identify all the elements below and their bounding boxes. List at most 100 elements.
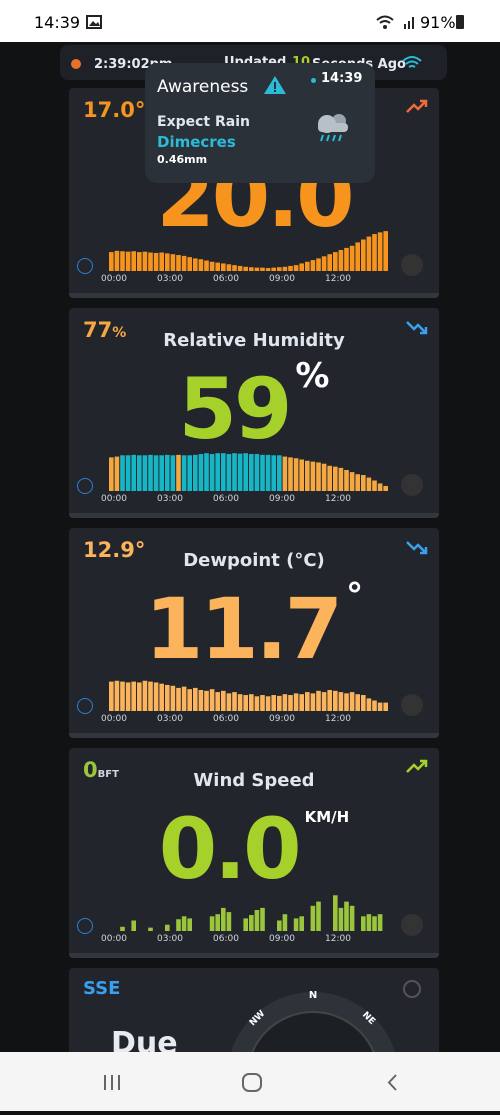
info-button[interactable] bbox=[77, 918, 93, 934]
x-label: 03:00 bbox=[157, 274, 183, 284]
x-label: 00:00 bbox=[101, 714, 127, 724]
value: 59 bbox=[178, 360, 293, 458]
bar bbox=[221, 907, 226, 931]
trend-arrow bbox=[406, 99, 428, 113]
bar bbox=[377, 702, 383, 711]
unit: % bbox=[112, 325, 127, 341]
bar bbox=[137, 682, 142, 711]
bar bbox=[181, 916, 187, 931]
bar bbox=[165, 253, 170, 271]
bar bbox=[316, 690, 321, 711]
bar bbox=[288, 695, 293, 711]
bar bbox=[310, 461, 316, 491]
bar bbox=[204, 690, 209, 711]
bar bbox=[243, 695, 248, 711]
bar bbox=[321, 692, 327, 711]
nav-bar bbox=[0, 1052, 500, 1111]
info-button[interactable] bbox=[77, 478, 93, 494]
bar bbox=[193, 258, 198, 271]
bar bbox=[282, 914, 288, 931]
bar bbox=[327, 690, 332, 711]
nav-icons bbox=[104, 1073, 397, 1092]
unit: % bbox=[295, 356, 330, 396]
bar bbox=[221, 690, 226, 711]
bar bbox=[176, 919, 181, 931]
bar bbox=[114, 680, 120, 711]
alert-popup[interactable]: Awareness 14:39 Expect Rain Dimecres 0.4… bbox=[145, 63, 375, 183]
bar bbox=[349, 692, 355, 711]
bar bbox=[148, 927, 153, 931]
trend-icon bbox=[406, 99, 428, 113]
x-label: 09:00 bbox=[269, 934, 295, 944]
bar bbox=[181, 455, 187, 491]
bar bbox=[338, 907, 344, 931]
bar bbox=[148, 454, 153, 491]
bar bbox=[299, 263, 304, 271]
card-title: Dewpoint (°C) bbox=[183, 550, 325, 571]
bar bbox=[232, 692, 237, 711]
info-button[interactable] bbox=[77, 258, 93, 274]
bar bbox=[333, 252, 338, 271]
bar bbox=[372, 916, 377, 931]
bar bbox=[226, 912, 232, 931]
toggle[interactable] bbox=[403, 980, 421, 998]
bar bbox=[361, 695, 366, 711]
bar bbox=[181, 255, 187, 271]
dot bbox=[311, 78, 316, 83]
bar bbox=[372, 480, 377, 491]
bar bbox=[338, 692, 344, 711]
bar bbox=[254, 696, 260, 711]
chart-button[interactable] bbox=[401, 254, 423, 276]
bar bbox=[198, 690, 204, 711]
bar bbox=[349, 905, 355, 931]
bar bbox=[372, 234, 377, 271]
bar bbox=[316, 901, 321, 931]
bar bbox=[271, 455, 276, 491]
chart-button[interactable] bbox=[401, 474, 423, 496]
bar bbox=[237, 265, 243, 271]
bar bbox=[282, 694, 288, 711]
bar bbox=[282, 266, 288, 271]
popup-time: 14:39 bbox=[321, 71, 363, 86]
value: 0.0 bbox=[158, 800, 302, 898]
bar bbox=[109, 252, 114, 271]
trend-icon bbox=[406, 759, 428, 773]
info-button[interactable] bbox=[77, 698, 93, 714]
bar bbox=[153, 455, 159, 491]
bar bbox=[215, 262, 220, 271]
bar bbox=[305, 692, 310, 711]
bar bbox=[209, 689, 215, 711]
x-label: 00:00 bbox=[101, 934, 127, 944]
humidity-card: 77% Relative Humidity 59% 00:00 03:00 06:0… bbox=[69, 308, 439, 518]
bar bbox=[232, 265, 237, 271]
bar bbox=[271, 267, 276, 271]
bar bbox=[316, 258, 321, 271]
bar bbox=[254, 267, 260, 271]
chart-button[interactable] bbox=[401, 694, 423, 716]
x-label: 09:00 bbox=[269, 274, 295, 284]
bar bbox=[277, 455, 282, 491]
bar bbox=[193, 687, 198, 711]
sparkline bbox=[109, 231, 388, 271]
bar bbox=[120, 251, 125, 271]
popup-day: Dimecres bbox=[157, 133, 236, 151]
bar bbox=[165, 454, 170, 491]
bar bbox=[361, 916, 366, 931]
chart-button[interactable] bbox=[401, 914, 423, 936]
bar bbox=[109, 457, 114, 491]
bar bbox=[366, 477, 372, 491]
bar bbox=[215, 453, 220, 491]
trend-arrow bbox=[406, 759, 428, 773]
x-label: 03:00 bbox=[157, 714, 183, 724]
trend-arrow bbox=[406, 321, 428, 335]
bar bbox=[176, 687, 181, 711]
bar bbox=[125, 682, 131, 711]
bar bbox=[165, 924, 170, 931]
unit: BFT bbox=[97, 769, 119, 780]
x-label: 06:00 bbox=[213, 494, 239, 504]
bar bbox=[221, 453, 226, 491]
x-label: 03:00 bbox=[157, 934, 183, 944]
bar bbox=[243, 266, 248, 271]
x-label: 06:00 bbox=[213, 714, 239, 724]
bar bbox=[142, 251, 148, 271]
